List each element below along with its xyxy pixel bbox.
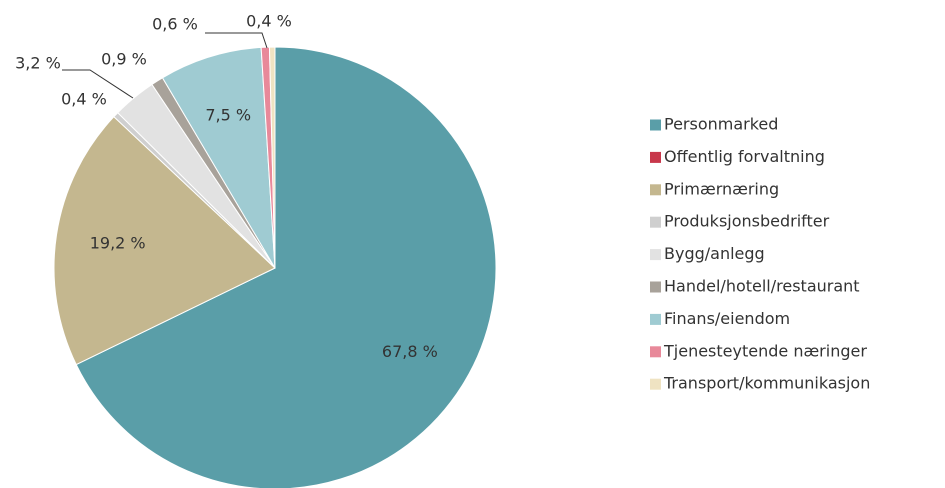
pie-slice: [75, 46, 497, 488]
legend-label: Tjenesteytende næringer: [663, 341, 867, 360]
legend-label: Produksjonsbedrifter: [664, 212, 830, 231]
pie-slice: [53, 116, 276, 366]
legend-label: Personmarked: [664, 115, 778, 134]
legend-label: Handel/hotell/restaurant: [664, 277, 860, 296]
legend-label: Primærnæring: [664, 179, 779, 198]
legend-swatch: [650, 346, 661, 358]
data-label: 0,6 %: [152, 15, 198, 34]
legend-label: Transport/kommunikasjon: [663, 374, 870, 393]
legend-label: Bygg/anlegg: [664, 244, 765, 263]
legend-label: Offentlig forvaltning: [664, 147, 825, 166]
data-label: 67,8 %: [382, 342, 438, 361]
legend-swatch: [650, 281, 661, 293]
data-label: 0,4 %: [61, 90, 107, 109]
leader-line: [62, 69, 134, 99]
legend-label: Finans/eiendom: [664, 309, 790, 328]
data-label: 0,9 %: [101, 50, 147, 69]
data-label: 19,2 %: [90, 234, 146, 253]
legend-swatch: [650, 184, 661, 196]
legend-swatch: [650, 119, 661, 131]
legend-swatch: [650, 151, 661, 163]
legend-swatch: [650, 249, 661, 261]
legend-swatch: [650, 216, 661, 228]
pie-slice: [161, 46, 276, 269]
pie-slice: [268, 46, 276, 269]
data-label: 3,2 %: [15, 54, 61, 73]
data-label: 7,5 %: [205, 105, 251, 124]
legend-swatch: [650, 313, 661, 325]
data-label: 0,4 %: [246, 12, 292, 31]
leader-line: [205, 32, 268, 49]
legend-swatch: [650, 378, 661, 390]
